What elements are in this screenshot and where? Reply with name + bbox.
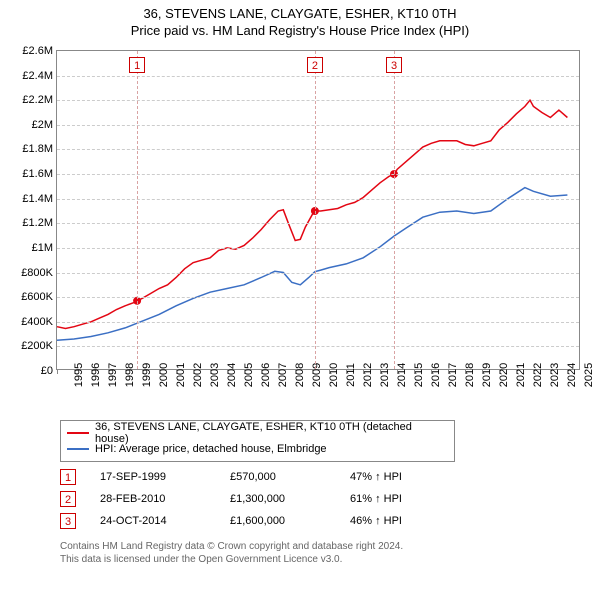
footer-line1: Contains HM Land Registry data © Crown c… <box>60 540 403 553</box>
legend-label-hpi: HPI: Average price, detached house, Elmb… <box>95 443 327 455</box>
y-tick-label: £0 <box>41 365 57 377</box>
gridline-h <box>57 199 579 200</box>
y-tick-label: £200K <box>21 340 57 352</box>
y-tick-label: £1.2M <box>22 217 57 229</box>
event-badge-on-chart: 3 <box>386 57 402 73</box>
event-badge-on-chart: 1 <box>129 57 145 73</box>
event-row-2: 2 28-FEB-2010 £1,300,000 61% ↑ HPI <box>60 488 402 510</box>
event-badge-on-chart: 2 <box>307 57 323 73</box>
event-row-3: 3 24-OCT-2014 £1,600,000 46% ↑ HPI <box>60 510 402 532</box>
y-tick-label: £1.8M <box>22 143 57 155</box>
chart-title: 36, STEVENS LANE, CLAYGATE, ESHER, KT10 … <box>0 0 600 23</box>
event-price-1: £570,000 <box>230 471 350 483</box>
gridline-h <box>57 248 579 249</box>
event-hpi-3: 46% ↑ HPI <box>350 515 402 527</box>
event-vline <box>137 51 138 369</box>
footer-line2: This data is licensed under the Open Gov… <box>60 553 403 566</box>
gridline-h <box>57 100 579 101</box>
gridline-h <box>57 174 579 175</box>
y-tick-label: £2.4M <box>22 70 57 82</box>
legend-swatch-price-paid <box>67 432 89 434</box>
legend-item-price-paid: 36, STEVENS LANE, CLAYGATE, ESHER, KT10 … <box>67 425 448 441</box>
series-price_paid <box>57 100 567 328</box>
event-badge-1: 1 <box>60 469 76 485</box>
event-badge-3: 3 <box>60 513 76 529</box>
event-date-3: 24-OCT-2014 <box>100 515 230 527</box>
y-tick-label: £1.4M <box>22 193 57 205</box>
event-date-1: 17-SEP-1999 <box>100 471 230 483</box>
footer: Contains HM Land Registry data © Crown c… <box>60 540 403 566</box>
x-tick-label: 2025 <box>567 363 595 387</box>
gridline-h <box>57 125 579 126</box>
y-tick-label: £800K <box>21 267 57 279</box>
event-vline <box>394 51 395 369</box>
gridline-h <box>57 273 579 274</box>
gridline-h <box>57 346 579 347</box>
event-vline <box>315 51 316 369</box>
event-row-1: 1 17-SEP-1999 £570,000 47% ↑ HPI <box>60 466 402 488</box>
y-tick-label: £2.2M <box>22 94 57 106</box>
legend: 36, STEVENS LANE, CLAYGATE, ESHER, KT10 … <box>60 420 455 462</box>
event-price-2: £1,300,000 <box>230 493 350 505</box>
gridline-h <box>57 297 579 298</box>
events-table: 1 17-SEP-1999 £570,000 47% ↑ HPI 2 28-FE… <box>60 466 402 532</box>
y-tick-label: £600K <box>21 291 57 303</box>
chart-container: 36, STEVENS LANE, CLAYGATE, ESHER, KT10 … <box>0 0 600 590</box>
event-date-2: 28-FEB-2010 <box>100 493 230 505</box>
event-price-3: £1,600,000 <box>230 515 350 527</box>
y-tick-label: £1.6M <box>22 168 57 180</box>
chart-svg <box>57 51 581 371</box>
chart-subtitle: Price paid vs. HM Land Registry's House … <box>0 23 600 44</box>
plot-area: £0£200K£400K£600K£800K£1M£1.2M£1.4M£1.6M… <box>56 50 580 370</box>
y-tick-label: £2.6M <box>22 45 57 57</box>
gridline-h <box>57 149 579 150</box>
y-tick-label: £2M <box>32 119 57 131</box>
gridline-h <box>57 322 579 323</box>
legend-label-price-paid: 36, STEVENS LANE, CLAYGATE, ESHER, KT10 … <box>95 421 448 445</box>
legend-swatch-hpi <box>67 448 89 450</box>
event-badge-2: 2 <box>60 491 76 507</box>
event-hpi-2: 61% ↑ HPI <box>350 493 402 505</box>
y-tick-label: £400K <box>21 316 57 328</box>
event-hpi-1: 47% ↑ HPI <box>350 471 402 483</box>
gridline-h <box>57 76 579 77</box>
y-tick-label: £1M <box>32 242 57 254</box>
gridline-h <box>57 223 579 224</box>
